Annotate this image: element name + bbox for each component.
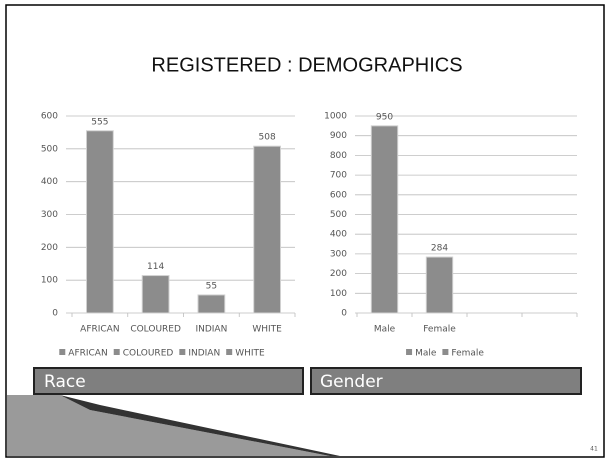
data-label: 950 — [376, 112, 393, 122]
y-tick-label: 200 — [330, 269, 347, 279]
y-tick-label: 100 — [330, 289, 347, 299]
legend-swatch — [59, 349, 66, 355]
y-tick-label: 1000 — [324, 112, 347, 122]
x-tick-label: WHITE — [252, 325, 282, 335]
legend-label: WHITE — [235, 349, 265, 359]
bar — [197, 294, 226, 314]
legend-label: AFRICAN — [68, 349, 107, 359]
page-number: 41 — [590, 446, 598, 453]
legend-label: Female — [451, 349, 484, 359]
bar — [370, 125, 399, 314]
caption: Race — [44, 372, 86, 392]
y-tick-label: 400 — [41, 177, 58, 187]
y-tick-label: 300 — [330, 249, 347, 259]
legend-label: COLOURED — [123, 349, 174, 359]
y-tick-label: 0 — [52, 309, 58, 319]
data-label: 555 — [91, 117, 108, 127]
y-tick-label: 300 — [41, 210, 58, 220]
bar — [85, 130, 114, 314]
x-tick-label: Female — [423, 325, 456, 335]
y-tick-label: 400 — [330, 230, 347, 240]
caption-box — [310, 367, 582, 395]
y-tick-label: 500 — [330, 210, 347, 220]
legend-swatch — [226, 349, 233, 355]
y-tick-label: 900 — [330, 131, 347, 141]
y-tick-label: 700 — [330, 171, 347, 181]
y-tick-label: 600 — [41, 112, 58, 122]
x-tick-label: INDIAN — [195, 325, 227, 335]
bar — [425, 256, 454, 314]
legend-label: Male — [415, 349, 437, 359]
data-label: 508 — [259, 133, 276, 143]
y-tick-label: 0 — [341, 309, 347, 319]
caption-box — [33, 367, 304, 395]
y-tick-label: 200 — [41, 243, 58, 253]
x-tick-label: AFRICAN — [80, 325, 119, 335]
x-tick-label: Male — [374, 325, 396, 335]
data-label: 284 — [431, 244, 448, 254]
data-label: 114 — [147, 262, 164, 272]
legend-swatch — [406, 349, 413, 355]
y-tick-label: 800 — [330, 151, 347, 161]
bar — [253, 145, 282, 314]
slide-title: REGISTERED : DEMOGRAPHICS — [151, 54, 462, 76]
y-tick-label: 600 — [330, 190, 347, 200]
decoration — [7, 395, 330, 456]
caption: Gender — [320, 372, 383, 392]
y-tick-label: 500 — [41, 144, 58, 154]
bar — [141, 275, 170, 314]
legend-label: INDIAN — [188, 349, 220, 359]
legend-swatch — [179, 349, 186, 355]
legend-swatch — [113, 349, 120, 355]
x-tick-label: COLOURED — [130, 325, 181, 335]
data-label: 55 — [206, 281, 217, 291]
y-tick-label: 100 — [41, 276, 58, 286]
legend-swatch — [442, 349, 449, 355]
